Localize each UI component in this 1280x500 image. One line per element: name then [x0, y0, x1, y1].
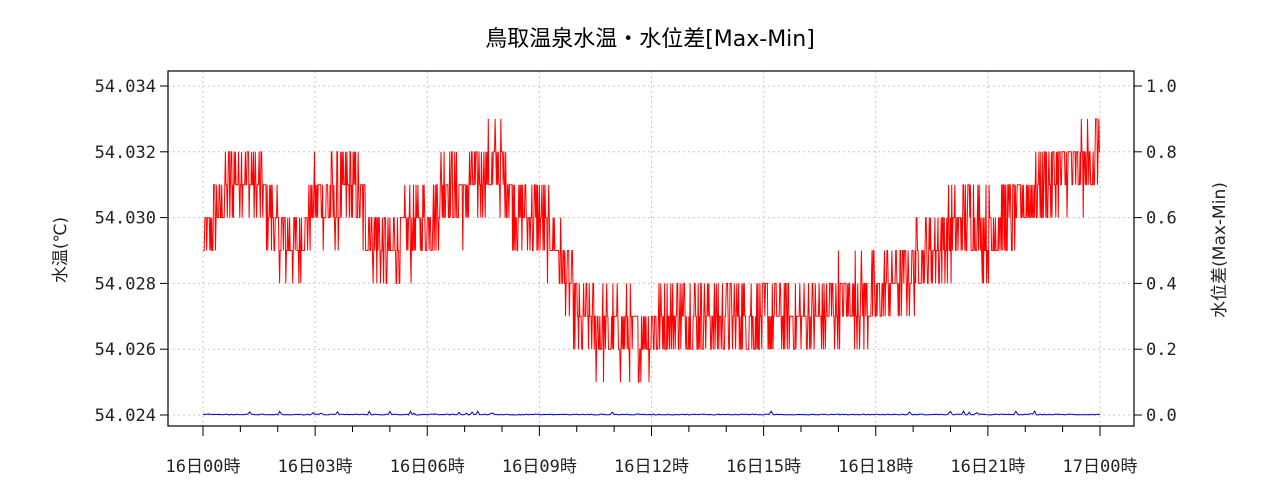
y-right-tick-label: 0.8 — [1146, 143, 1177, 163]
x-tick-label: 16日21時 — [950, 457, 1025, 477]
chart-title: 鳥取温泉水温・水位差[Max-Min] — [485, 27, 815, 52]
x-tick-label: 17日00時 — [1063, 457, 1138, 477]
x-tick-label: 16日15時 — [726, 457, 801, 477]
y-left-tick-label: 54.030 — [95, 209, 156, 229]
y-axis-left-label: 水温(℃) — [51, 217, 71, 283]
y-left-tick-label: 54.024 — [95, 406, 156, 426]
series-water-level-diff — [202, 410, 1101, 416]
y-left-tick-label: 54.032 — [95, 143, 156, 163]
x-tick-label: 16日00時 — [166, 457, 241, 477]
y-axis-right-label: 水位差(Max-Min) — [1210, 182, 1230, 318]
y-right-tick-label: 0.2 — [1146, 340, 1177, 360]
axes: 16日00時 16日03時 16日06時 16日09時 16日12時 16日15時 16日1… — [95, 77, 1177, 477]
y-left-tick-label: 54.026 — [95, 340, 156, 360]
y-right-tick-label: 0.4 — [1146, 274, 1177, 294]
series-water-temperature — [203, 118, 1100, 383]
x-tick-label: 16日18時 — [838, 457, 913, 477]
y-left-tick-label: 54.034 — [95, 77, 156, 97]
x-tick-label: 16日03時 — [278, 457, 353, 477]
y-left-tick-label: 54.028 — [95, 274, 156, 294]
y-right-tick-label: 0.0 — [1146, 406, 1177, 426]
y-right-tick-label: 1.0 — [1146, 77, 1177, 97]
x-tick-label: 16日06時 — [390, 457, 465, 477]
x-tick-label: 16日09時 — [502, 457, 577, 477]
y-right-tick-label: 0.6 — [1146, 209, 1177, 229]
plot-area — [202, 118, 1101, 416]
x-tick-label: 16日12時 — [614, 457, 689, 477]
